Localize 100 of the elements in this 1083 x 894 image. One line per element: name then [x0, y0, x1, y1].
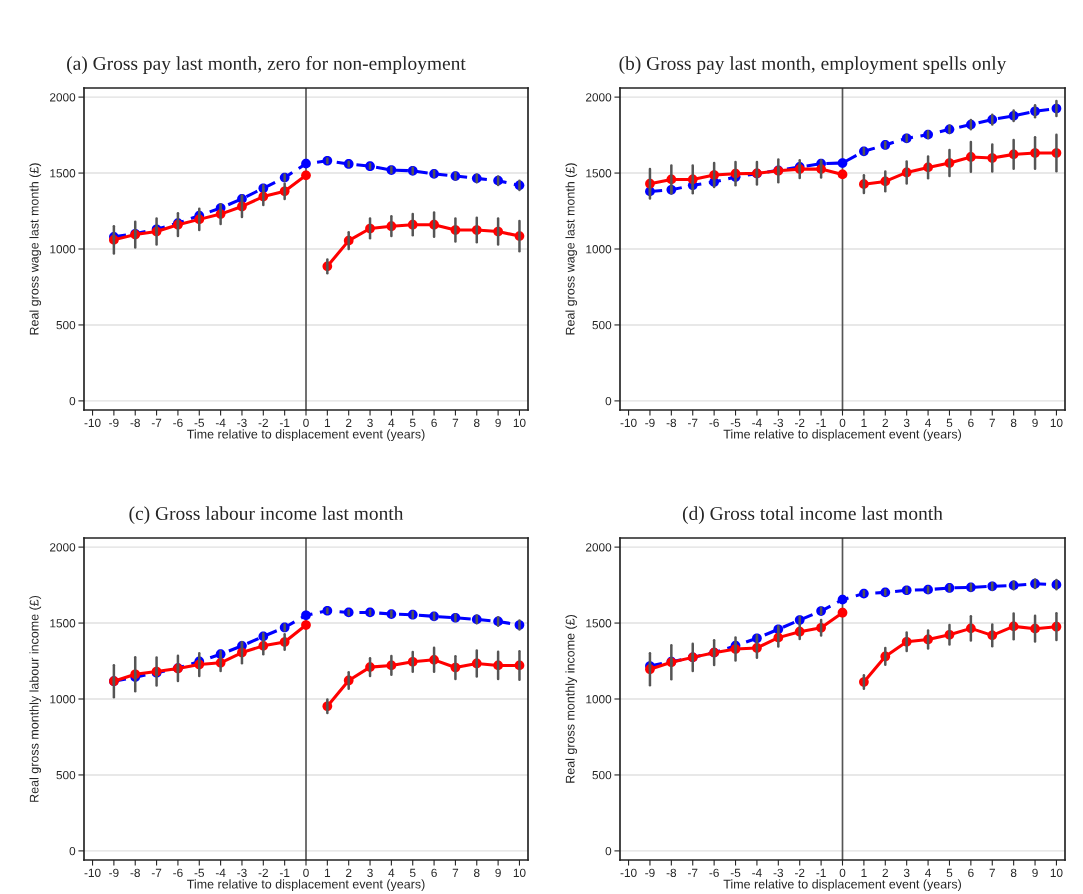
x-tick-label: 0: [303, 418, 309, 427]
x-tick-label: 7: [989, 868, 995, 877]
x-tick-label: -4: [215, 868, 226, 877]
x-tick-label: 3: [903, 868, 910, 877]
y-tick-label: 2000: [586, 93, 612, 102]
y-tick-label: 1000: [50, 245, 76, 254]
x-tick-label: -6: [173, 868, 183, 877]
x-tick-label: -9: [645, 418, 655, 427]
x-tick-label: 10: [513, 868, 526, 877]
x-tick-label: 6: [431, 868, 437, 877]
x-tick-label: -8: [666, 868, 677, 877]
y-tick-label: 1000: [586, 695, 612, 704]
x-tick-label: 7: [989, 418, 995, 427]
point: [301, 170, 311, 181]
x-tick-label: 6: [431, 418, 437, 427]
x-tick-label: -4: [752, 868, 762, 877]
x-tick-label: -7: [688, 418, 698, 427]
x-tick-label: 5: [409, 418, 416, 427]
point: [837, 169, 848, 180]
x-tick-label: 7: [452, 418, 459, 427]
x-tick-label: -1: [279, 418, 290, 427]
y-tick-label: 0: [69, 846, 76, 856]
x-tick-label: 5: [946, 418, 953, 427]
point: [837, 607, 848, 618]
x-axis-title: Time relative to displacement event (years): [723, 879, 961, 891]
x-axis-title: Time relative to displacement event (years): [723, 429, 961, 441]
x-tick-label: 2: [346, 868, 352, 877]
x-tick-label: -6: [709, 868, 719, 877]
y-tick-label: 500: [592, 320, 612, 330]
x-tick-label: 8: [1010, 868, 1017, 877]
x-tick-label: -2: [794, 868, 805, 877]
x-tick-label: -5: [730, 418, 741, 427]
x-tick-label: -2: [258, 868, 268, 877]
x-tick-label: 1: [861, 868, 867, 877]
point: [301, 158, 311, 169]
x-tick-label: 3: [367, 418, 373, 427]
x-tick-label: 10: [513, 418, 526, 427]
x-tick-label: -2: [794, 418, 805, 427]
x-tick-label: 0: [303, 868, 309, 877]
x-tick-label: 0: [839, 418, 846, 427]
x-tick-label: 9: [495, 868, 501, 877]
x-tick-label: 4: [388, 418, 395, 427]
x-tick-label: -7: [151, 418, 162, 427]
x-tick-label: 9: [495, 418, 501, 427]
y-tick-label: 1500: [50, 169, 76, 178]
x-tick-label: -6: [709, 418, 719, 427]
x-tick-label: -3: [237, 868, 247, 877]
x-tick-label: -7: [151, 868, 162, 877]
y-axis-title: Real gross wage last month (£): [29, 163, 42, 335]
x-tick-label: 4: [925, 868, 932, 877]
x-tick-label: -4: [215, 418, 226, 427]
x-tick-label: -9: [109, 868, 119, 877]
point: [837, 594, 848, 605]
y-axis-title: Real gross monthly income (£): [565, 615, 578, 783]
y-tick-label: 2000: [50, 543, 76, 552]
x-tick-label: 8: [474, 418, 480, 427]
y-tick-label: 1500: [586, 619, 612, 628]
x-axis-title: Time relative to displacement event (years): [187, 879, 425, 891]
x-tick-label: 5: [946, 868, 953, 877]
x-tick-label: -3: [237, 418, 247, 427]
x-tick-label: -3: [773, 418, 784, 427]
x-tick-label: -10: [84, 868, 101, 877]
x-tick-label: 1: [861, 418, 867, 427]
x-tick-label: 2: [882, 868, 888, 877]
x-tick-label: 6: [968, 418, 974, 427]
chart-title: (b) Gross pay last month, employment spells only: [619, 56, 1007, 74]
x-tick-label: -1: [816, 868, 826, 877]
y-tick-label: 1000: [50, 695, 76, 704]
y-axis-title: Real gross monthly labour income (£): [29, 595, 42, 802]
x-tick-label: -10: [620, 418, 637, 427]
y-tick-label: 0: [605, 846, 612, 856]
x-tick-label: 1: [324, 868, 331, 877]
x-tick-label: -10: [620, 868, 637, 877]
chart-title: (c) Gross labour income last month: [129, 506, 404, 524]
x-tick-label: 9: [1032, 418, 1038, 427]
x-tick-label: 9: [1032, 868, 1038, 877]
x-tick-label: -4: [752, 418, 762, 427]
x-tick-label: -5: [730, 868, 741, 877]
point: [837, 158, 848, 168]
x-tick-label: -2: [258, 418, 268, 427]
x-tick-label: -8: [666, 418, 677, 427]
x-tick-label: 7: [452, 868, 459, 877]
y-tick-label: 0: [69, 396, 76, 406]
x-tick-label: 1: [324, 418, 331, 427]
y-tick-label: 1000: [586, 245, 612, 254]
x-tick-label: 2: [882, 418, 888, 427]
x-tick-label: 4: [388, 868, 395, 877]
x-tick-label: 3: [367, 868, 373, 877]
x-tick-label: 0: [839, 868, 846, 877]
y-tick-label: 1500: [50, 619, 76, 628]
x-axis-title: Time relative to displacement event (years): [187, 429, 425, 441]
x-tick-label: 8: [1010, 418, 1017, 427]
chart-title: (d) Gross total income last month: [682, 506, 943, 524]
y-tick-label: 2000: [586, 543, 612, 552]
y-tick-label: 500: [56, 770, 76, 780]
x-tick-label: -1: [816, 418, 826, 427]
y-tick-label: 1500: [586, 169, 612, 178]
x-tick-label: -10: [84, 418, 101, 427]
x-tick-label: 6: [968, 868, 974, 877]
y-axis-title: Real gross wage last month (£): [565, 163, 578, 335]
